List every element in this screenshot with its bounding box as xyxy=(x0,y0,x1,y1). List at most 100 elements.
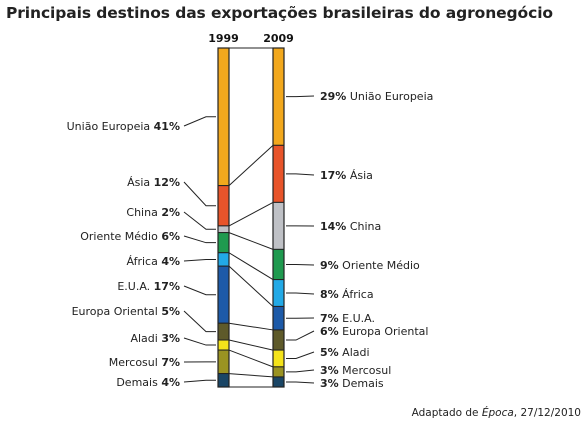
label-value: 5% xyxy=(161,305,180,318)
year-label-2009: 2009 xyxy=(263,32,294,45)
label-value: 7% xyxy=(161,356,180,369)
label-name: Ásia xyxy=(127,176,154,189)
source-prefix: Adaptado de xyxy=(411,407,482,419)
label-name: Ásia xyxy=(346,169,373,182)
bar-segment-africa-1999 xyxy=(217,252,230,267)
bar-segment-e-u-a-2009 xyxy=(272,305,285,331)
label-1999-demais: Demais 4% xyxy=(116,376,180,389)
label-2009-uniao-europeia: 29% União Europeia xyxy=(320,90,433,103)
label-name: Demais xyxy=(339,377,384,390)
label-value: 3% xyxy=(320,364,339,377)
label-name: União Europeia xyxy=(67,120,154,133)
label-2009-china: 14% China xyxy=(320,220,381,233)
leader-line-left-china xyxy=(183,211,216,230)
label-1999-uniao-europeia: União Europeia 41% xyxy=(67,120,180,133)
label-1999-europa-oriental: Europa Oriental 5% xyxy=(72,305,180,318)
label-2009-mercosul: 3% Mercosul xyxy=(320,364,391,377)
leader-line-right-europa-oriental xyxy=(286,330,315,341)
source-note: Adaptado de Época, 27/12/2010 xyxy=(412,407,581,419)
connector-line xyxy=(228,373,274,378)
label-name: África xyxy=(339,288,374,301)
leader-line-left-e-u-a xyxy=(183,285,216,296)
label-1999-mercosul: Mercosul 7% xyxy=(109,356,180,369)
bar-segment-oriente-medio-2009 xyxy=(272,248,285,281)
label-2009-oriente-medio: 9% Oriente Médio xyxy=(320,259,420,272)
label-1999-china: China 2% xyxy=(126,206,180,219)
label-value: 41% xyxy=(154,120,180,133)
year-labels: 1999 2009 xyxy=(208,32,294,45)
bar-segment-oriente-medio-1999 xyxy=(217,232,230,254)
bar-segment-uniao-europeia-2009 xyxy=(272,47,285,146)
label-name: Demais xyxy=(116,376,161,389)
bar-segment-aladi-1999 xyxy=(217,339,230,351)
label-value: 14% xyxy=(320,220,346,233)
leader-line-right-aladi xyxy=(286,351,315,359)
leader-line-left-uniao-europeia xyxy=(183,116,216,127)
bar-segment-e-u-a-1999 xyxy=(217,265,230,324)
bar-segment-demais-1999 xyxy=(217,373,230,388)
leader-line-left-africa xyxy=(183,258,216,262)
bar-segment-europa-oriental-2009 xyxy=(272,329,285,351)
label-name: Europa Oriental xyxy=(339,325,429,338)
label-name: China xyxy=(126,206,161,219)
label-1999-africa: África 4% xyxy=(126,255,180,268)
label-name: E.U.A. xyxy=(117,280,153,293)
label-value: 8% xyxy=(320,288,339,301)
label-value: 29% xyxy=(320,90,346,103)
label-1999-e-u-a: E.U.A. 17% xyxy=(117,280,180,293)
leader-line-right-asia xyxy=(286,173,315,176)
label-name: Aladi xyxy=(130,332,161,345)
connector-line xyxy=(228,265,274,307)
bar-segment-demais-2009 xyxy=(272,376,285,388)
bar-segment-aladi-2009 xyxy=(272,349,285,368)
label-2009-e-u-a: 7% E.U.A. xyxy=(320,312,375,325)
leader-line-left-aladi xyxy=(183,337,216,346)
label-value: 17% xyxy=(320,169,346,182)
label-value: 4% xyxy=(161,376,180,389)
connector-line xyxy=(228,232,274,250)
label-1999-asia: Ásia 12% xyxy=(127,176,180,189)
leader-line-right-mercosul xyxy=(286,369,315,373)
bar-outline-1999 xyxy=(217,47,230,388)
label-2009-demais: 3% Demais xyxy=(320,377,384,390)
bar-segment-uniao-europeia-1999 xyxy=(217,47,230,187)
leader-line-right-oriente-medio xyxy=(286,263,315,266)
bar-segment-europa-oriental-1999 xyxy=(217,322,230,341)
connector-line xyxy=(228,144,274,186)
label-value: 4% xyxy=(161,255,180,268)
source-suffix: , 27/12/2010 xyxy=(513,407,581,419)
label-name: Mercosul xyxy=(109,356,162,369)
leader-line-left-demais xyxy=(183,379,216,383)
bar-segment-mercosul-1999 xyxy=(217,349,230,375)
label-2009-africa: 8% África xyxy=(320,288,374,301)
leader-line-left-europa-oriental xyxy=(183,310,216,333)
label-value: 7% xyxy=(320,312,339,325)
label-name: China xyxy=(346,220,381,233)
bar-segment-asia-1999 xyxy=(217,185,230,227)
label-name: Aladi xyxy=(339,346,370,359)
label-1999-oriente-medio: Oriente Médio 6% xyxy=(80,230,180,243)
bar-segment-china-2009 xyxy=(272,201,285,250)
year-label-1999: 1999 xyxy=(208,32,239,45)
segment-connectors xyxy=(228,47,274,388)
label-2009-europa-oriental: 6% Europa Oriental xyxy=(320,325,428,338)
leader-lines xyxy=(183,95,315,384)
leader-line-left-oriente-medio xyxy=(183,235,216,244)
label-name: União Europeia xyxy=(346,90,433,103)
segment-labels: União Europeia 41% 29% União Europeia Ásia… xyxy=(67,90,434,390)
label-value: 3% xyxy=(161,332,180,345)
leader-line-right-uniao-europeia xyxy=(286,95,315,98)
label-value: 17% xyxy=(154,280,180,293)
label-value: 5% xyxy=(320,346,339,359)
bar-segment-africa-2009 xyxy=(272,279,285,307)
label-name: Europa Oriental xyxy=(72,305,162,318)
label-value: 6% xyxy=(161,230,180,243)
label-value: 9% xyxy=(320,259,339,272)
label-2009-asia: 17% Ásia xyxy=(320,169,373,182)
bar-segment-china-1999 xyxy=(217,225,230,234)
bar-outline-2009 xyxy=(272,47,285,388)
leader-line-right-demais xyxy=(286,381,315,384)
label-name: Mercosul xyxy=(339,364,392,377)
connector-line xyxy=(228,201,274,227)
